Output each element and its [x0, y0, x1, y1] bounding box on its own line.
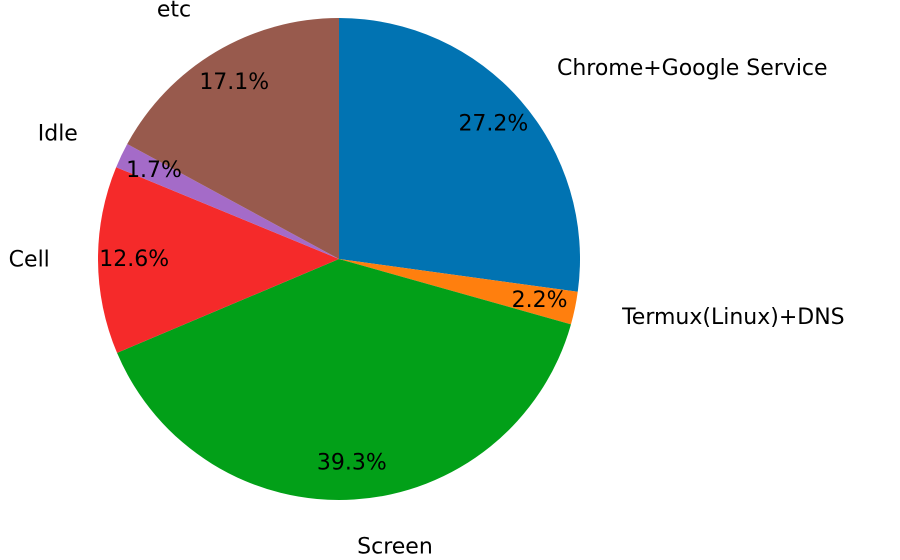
pie-slice: [339, 259, 578, 325]
value-label: 12.6%: [99, 247, 169, 272]
value-label: 1.7%: [126, 158, 182, 183]
value-label: 39.3%: [317, 450, 387, 475]
pie-slice: [98, 167, 339, 353]
value-label: 2.2%: [512, 288, 568, 313]
value-label: 27.2%: [458, 111, 528, 136]
pie-slice: [117, 259, 571, 501]
slice-label: Idle: [38, 122, 78, 147]
pie-slice: [127, 18, 339, 259]
slice-label: Cell: [9, 247, 50, 272]
pie-slice: [116, 143, 340, 259]
value-label: 17.1%: [199, 70, 269, 95]
slice-label: etc: [157, 0, 191, 22]
slice-label: Screen: [357, 535, 433, 556]
slice-label: Termux(Linux)+DNS: [621, 305, 845, 330]
pie-slice: [339, 18, 580, 292]
slice-label: Chrome+Google Service: [557, 56, 828, 81]
